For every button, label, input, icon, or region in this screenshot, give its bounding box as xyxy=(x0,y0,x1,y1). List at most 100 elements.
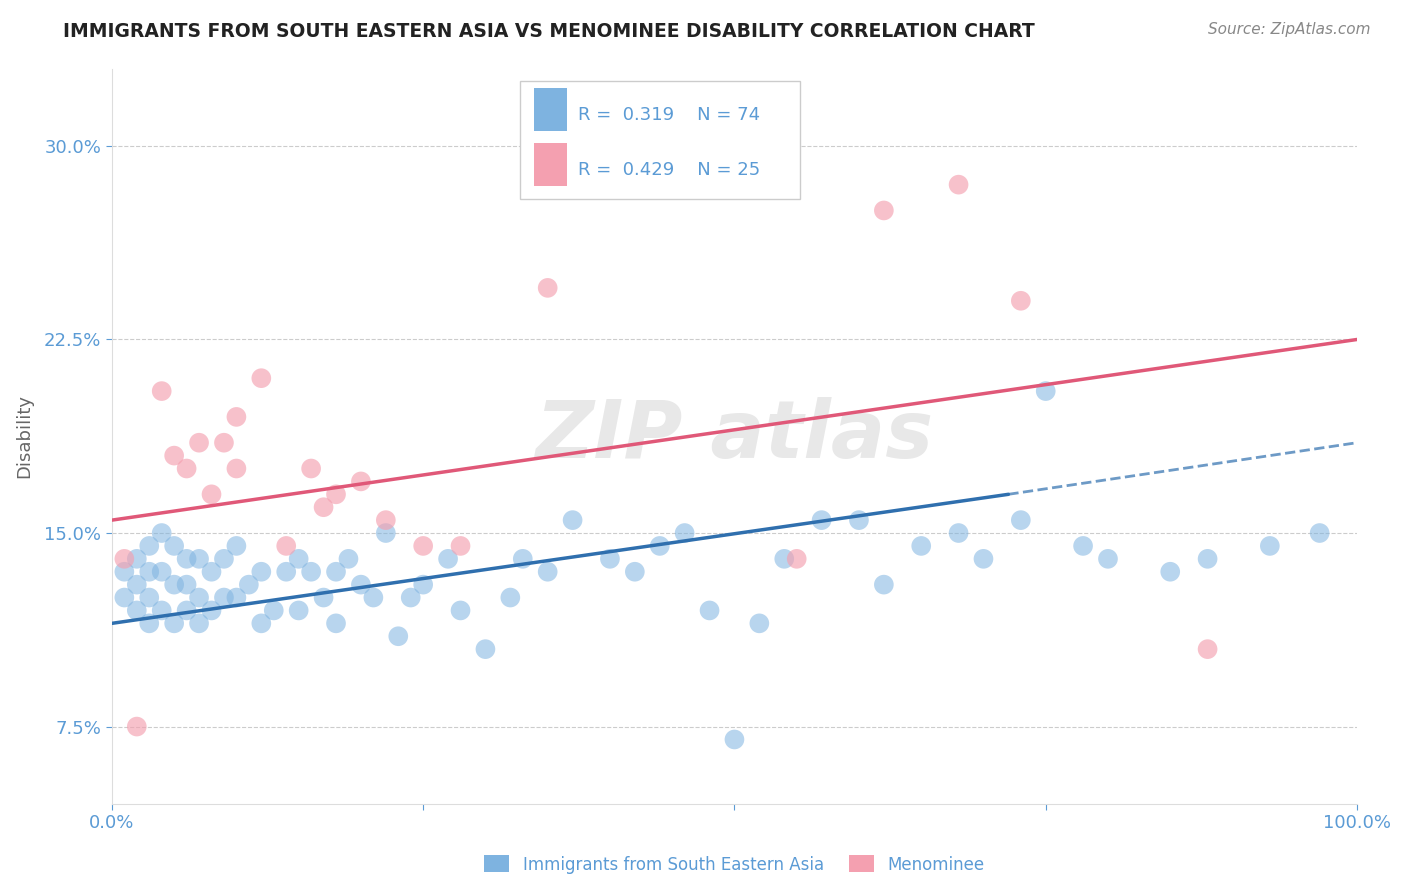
Point xyxy=(673,526,696,541)
Point xyxy=(1071,539,1094,553)
Point xyxy=(748,616,770,631)
Point xyxy=(276,565,298,579)
Text: R =  0.319    N = 74: R = 0.319 N = 74 xyxy=(578,106,759,124)
Point xyxy=(138,565,160,579)
Point xyxy=(176,577,198,591)
Point xyxy=(200,603,222,617)
Point xyxy=(972,551,994,566)
Point xyxy=(374,526,396,541)
Point xyxy=(112,565,135,579)
Point xyxy=(512,551,534,566)
Point xyxy=(188,591,211,605)
Point xyxy=(250,371,273,385)
Text: Source: ZipAtlas.com: Source: ZipAtlas.com xyxy=(1208,22,1371,37)
Point xyxy=(873,577,896,591)
Point xyxy=(138,616,160,631)
Point xyxy=(363,591,385,605)
Point xyxy=(1010,513,1032,527)
Point xyxy=(412,577,434,591)
Point xyxy=(910,539,932,553)
Text: R =  0.429    N = 25: R = 0.429 N = 25 xyxy=(578,161,759,179)
Point xyxy=(648,539,671,553)
Point xyxy=(1197,551,1219,566)
Point xyxy=(163,539,186,553)
Point xyxy=(499,591,522,605)
Point xyxy=(138,539,160,553)
Point xyxy=(176,461,198,475)
Point xyxy=(250,565,273,579)
Point xyxy=(200,487,222,501)
Point xyxy=(1197,642,1219,657)
Point xyxy=(1309,526,1331,541)
Point xyxy=(312,500,335,515)
Point xyxy=(325,616,347,631)
Point xyxy=(287,603,309,617)
Point xyxy=(1097,551,1119,566)
Point xyxy=(325,487,347,501)
Point xyxy=(176,603,198,617)
Point xyxy=(225,409,247,424)
Point xyxy=(188,616,211,631)
Text: IMMIGRANTS FROM SOUTH EASTERN ASIA VS MENOMINEE DISABILITY CORRELATION CHART: IMMIGRANTS FROM SOUTH EASTERN ASIA VS ME… xyxy=(63,22,1035,41)
Point xyxy=(624,565,647,579)
Point xyxy=(450,539,472,553)
Point xyxy=(163,449,186,463)
Point xyxy=(350,475,373,489)
Point xyxy=(188,435,211,450)
Point xyxy=(188,551,211,566)
Point xyxy=(412,539,434,553)
Point xyxy=(948,526,970,541)
Point xyxy=(150,526,173,541)
Point xyxy=(212,551,235,566)
Point xyxy=(299,565,322,579)
Point xyxy=(225,539,247,553)
Point xyxy=(225,461,247,475)
Point xyxy=(150,565,173,579)
Point xyxy=(287,551,309,566)
Point xyxy=(299,461,322,475)
Point xyxy=(399,591,422,605)
Point xyxy=(163,616,186,631)
Point xyxy=(561,513,583,527)
Point xyxy=(176,551,198,566)
Point xyxy=(200,565,222,579)
Point xyxy=(276,539,298,553)
Point xyxy=(250,616,273,631)
Point xyxy=(773,551,796,566)
Point xyxy=(337,551,360,566)
Point xyxy=(848,513,870,527)
Point xyxy=(537,565,560,579)
Point xyxy=(387,629,409,643)
Point xyxy=(350,577,373,591)
Point xyxy=(873,203,896,218)
Point xyxy=(786,551,808,566)
Point xyxy=(450,603,472,617)
Point xyxy=(810,513,832,527)
Point xyxy=(263,603,285,617)
Point xyxy=(325,565,347,579)
Point xyxy=(948,178,970,192)
Point xyxy=(150,603,173,617)
Point xyxy=(1159,565,1181,579)
Point xyxy=(1010,293,1032,308)
Point xyxy=(1258,539,1281,553)
Point xyxy=(599,551,621,566)
Point xyxy=(150,384,173,398)
Point xyxy=(225,591,247,605)
Point xyxy=(125,603,148,617)
Point xyxy=(112,591,135,605)
Point xyxy=(125,577,148,591)
Point xyxy=(374,513,396,527)
Point xyxy=(723,732,745,747)
Legend: Immigrants from South Eastern Asia, Menominee: Immigrants from South Eastern Asia, Meno… xyxy=(478,848,991,880)
Point xyxy=(474,642,496,657)
Point xyxy=(437,551,460,566)
Point xyxy=(537,281,560,295)
Point xyxy=(238,577,260,591)
Point xyxy=(138,591,160,605)
Y-axis label: Disability: Disability xyxy=(15,394,32,478)
Point xyxy=(125,551,148,566)
Text: ZIP atlas: ZIP atlas xyxy=(536,397,934,475)
Point xyxy=(212,591,235,605)
Point xyxy=(1035,384,1057,398)
